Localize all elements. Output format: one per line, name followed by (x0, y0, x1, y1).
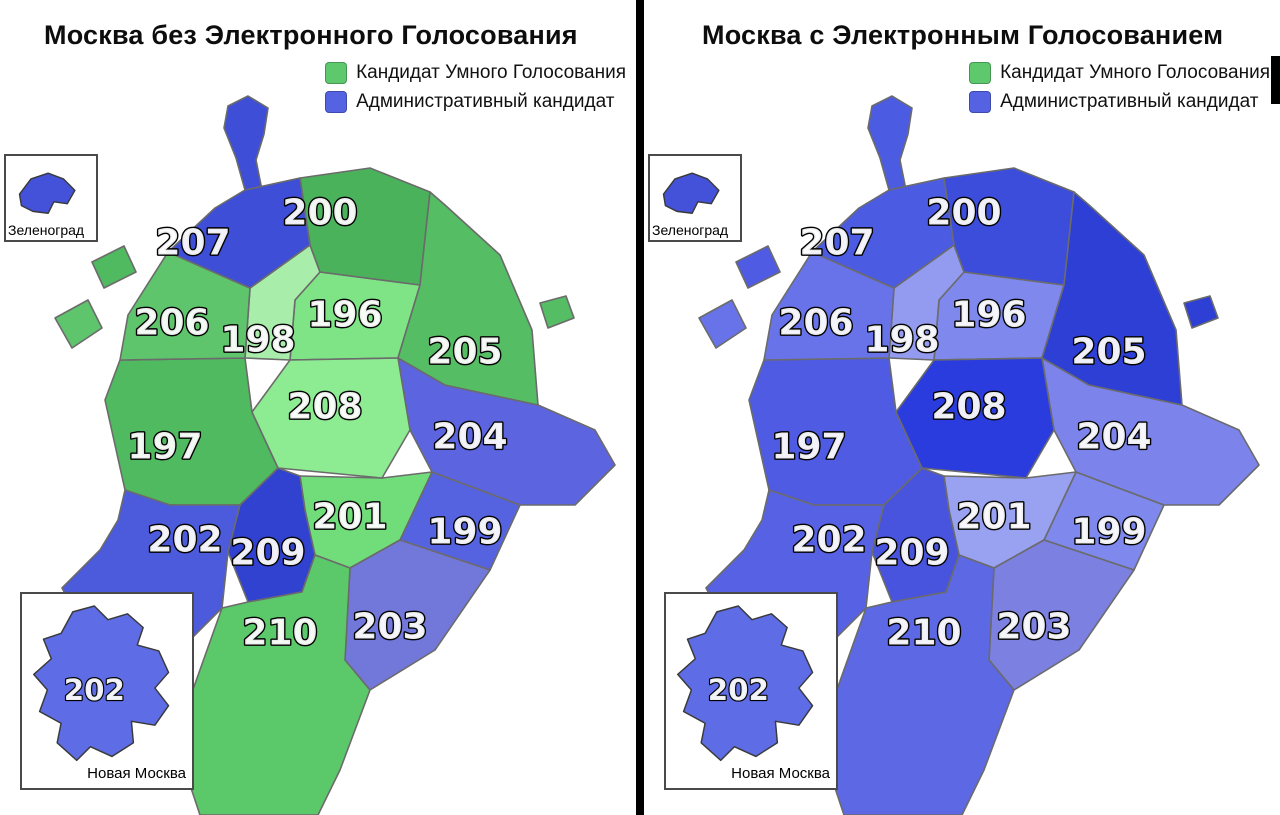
novaya-moskva-label: Новая Москва (731, 764, 830, 782)
novaya-moskva-shape (676, 605, 814, 762)
exclave-west-2 (91, 245, 137, 289)
novaya-moskva-inset: 202 Новая Москва (664, 592, 838, 790)
legend-swatch-administrative (325, 91, 348, 113)
district-label-201: 201 (312, 497, 387, 538)
legend-row-administrative: Административный кандидат (969, 91, 1270, 113)
district-label-197: 197 (127, 427, 202, 468)
panel-title-with-evoting: Москва с Электронным Голосованием (702, 20, 1224, 50)
district-207 (811, 177, 955, 289)
north-arm (867, 95, 913, 191)
district-label-208: 208 (287, 387, 362, 428)
district-label-200: 200 (926, 193, 1001, 234)
zelenograd-shape (18, 172, 76, 214)
district-label-199: 199 (1071, 512, 1146, 553)
exclave-west-2 (735, 245, 781, 289)
zelenograd-map (662, 172, 720, 214)
district-label-204: 204 (432, 417, 507, 458)
novaya-moskva-label: Новая Москва (87, 764, 186, 782)
legend-swatch-smart-voting (969, 62, 992, 84)
district-208 (251, 357, 411, 479)
district-208 (895, 357, 1055, 479)
district-label-199: 199 (427, 512, 502, 553)
district-label-210: 210 (886, 613, 961, 654)
district-205 (1041, 191, 1183, 406)
district-label-205: 205 (1071, 332, 1146, 373)
district-label-207: 207 (799, 223, 874, 264)
district-label-204: 204 (1076, 417, 1151, 458)
district-label-205: 205 (427, 332, 502, 373)
novaya-moskva-district-label: 202 (64, 673, 125, 707)
district-label-206: 206 (778, 303, 853, 344)
panel-divider (636, 0, 644, 815)
district-label-206: 206 (134, 303, 209, 344)
legend-swatch-smart-voting (325, 62, 348, 84)
zelenograd-inset: Зеленоград (648, 154, 742, 242)
novaya-moskva-inset: 202 Новая Москва (20, 592, 194, 790)
district-label-203: 203 (996, 607, 1071, 648)
legend: Кандидат Умного Голосования Администрати… (969, 62, 1270, 113)
district-label-210: 210 (242, 613, 317, 654)
district-label-196: 196 (951, 295, 1026, 336)
panel-title-without-evoting: Москва без Электронного Голосования (44, 20, 578, 50)
district-label-207: 207 (155, 223, 230, 264)
legend-row-administrative: Административный кандидат (325, 91, 626, 113)
district-label-202: 202 (791, 520, 866, 561)
district-label-203: 203 (352, 607, 427, 648)
zelenograd-inset: Зеленоград (4, 154, 98, 242)
moscow-map-without-evoting: 196 197 198 199 200 201 202 203 204 205 206 207 208 2… (54, 95, 616, 815)
exclave-east (539, 295, 575, 329)
district-label-209: 209 (874, 533, 949, 574)
legend-swatch-administrative (969, 91, 992, 113)
district-205 (397, 191, 539, 406)
panel-without-evoting: 196 197 198 199 200 201 202 203 204 205 206 207 208 2… (0, 0, 636, 815)
district-207 (167, 177, 311, 289)
zelenograd-shape (662, 172, 720, 214)
edge-mark (1271, 56, 1280, 104)
district-label-198: 198 (864, 320, 939, 361)
legend: Кандидат Умного Голосования Администрати… (325, 62, 626, 113)
district-label-198: 198 (220, 320, 295, 361)
zelenograd-map (18, 172, 76, 214)
novaya-moskva-map: 202 (32, 605, 170, 762)
exclave-west-1 (698, 299, 747, 349)
district-label-196: 196 (307, 295, 382, 336)
district-label-201: 201 (956, 497, 1031, 538)
moscow-map-with-evoting: 196 197 198 199 200 201 202 203 204 205 206 207 208 2… (698, 95, 1260, 815)
district-label-200: 200 (282, 193, 357, 234)
legend-label-smart-voting: Кандидат Умного Голосования (1000, 62, 1270, 83)
north-arm (223, 95, 269, 191)
legend-label-smart-voting: Кандидат Умного Голосования (356, 62, 626, 83)
exclave-west-1 (54, 299, 103, 349)
district-label-209: 209 (230, 533, 305, 574)
district-label-208: 208 (931, 387, 1006, 428)
legend-row-smart-voting: Кандидат Умного Голосования (325, 62, 626, 84)
district-label-202: 202 (147, 520, 222, 561)
exclave-east (1183, 295, 1219, 329)
legend-label-administrative: Административный кандидат (1000, 91, 1259, 112)
zelenograd-label: Зеленоград (652, 221, 729, 238)
zelenograd-label: Зеленоград (8, 221, 85, 238)
district-label-197: 197 (771, 427, 846, 468)
novaya-moskva-map: 202 (676, 605, 814, 762)
novaya-moskva-shape (32, 605, 170, 762)
legend-label-administrative: Административный кандидат (356, 91, 615, 112)
novaya-moskva-district-label: 202 (708, 673, 769, 707)
legend-row-smart-voting: Кандидат Умного Голосования (969, 62, 1270, 84)
panel-with-evoting: 196 197 198 199 200 201 202 203 204 205 206 207 208 2… (644, 0, 1280, 815)
